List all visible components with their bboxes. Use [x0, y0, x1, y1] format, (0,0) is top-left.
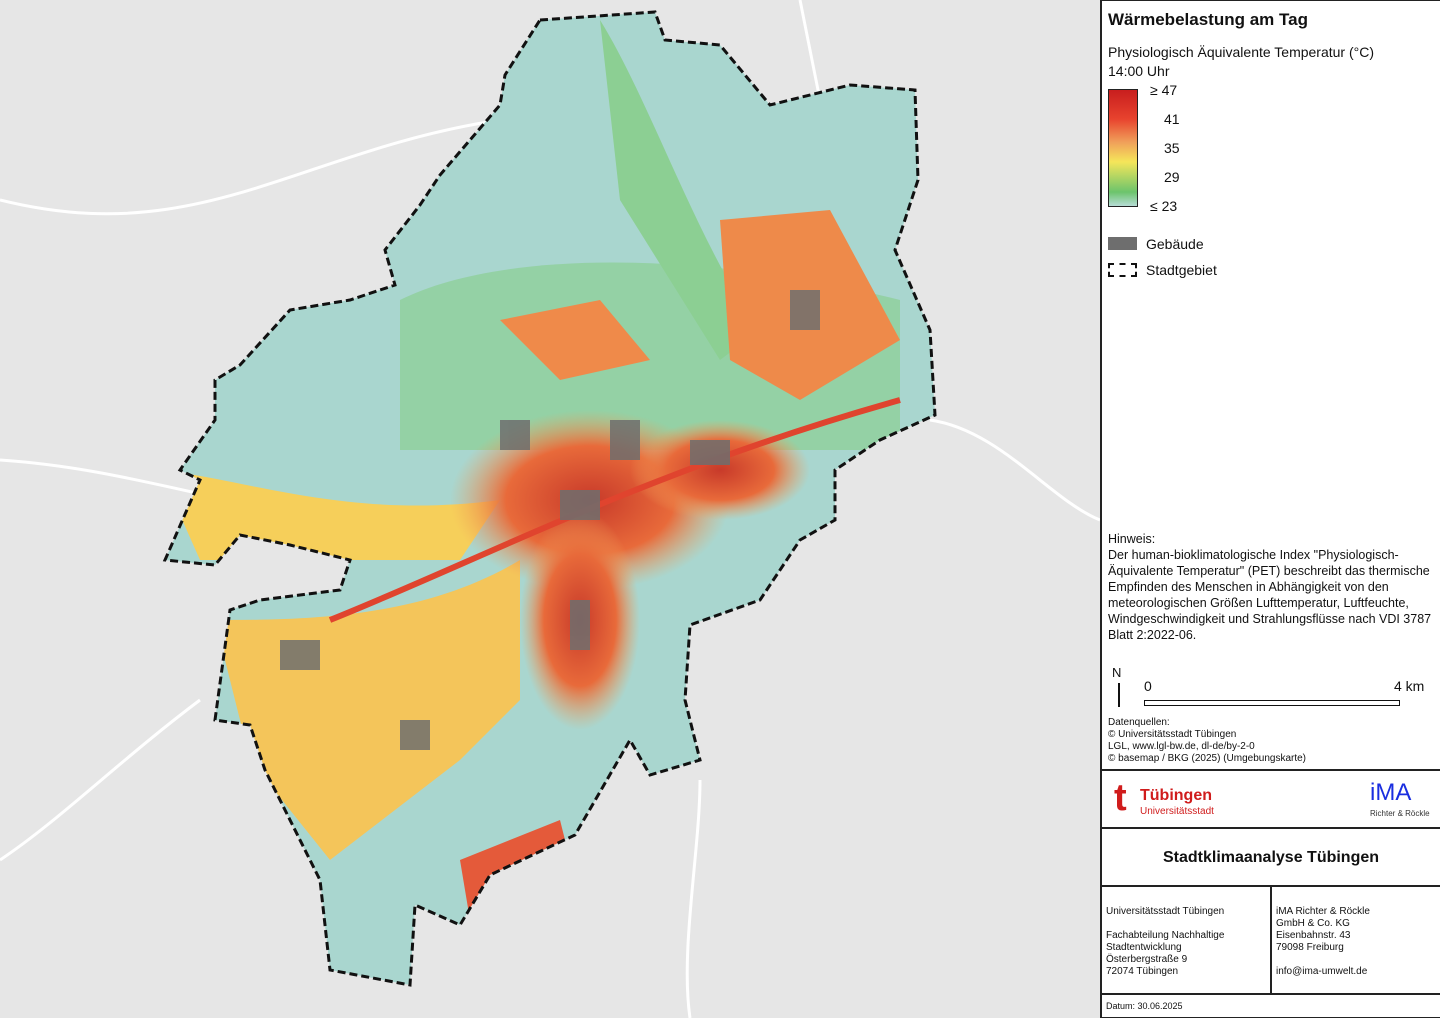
contact-email: info@ima-umwelt.de: [1276, 966, 1368, 977]
tuebingen-logo-sub: Universitätsstadt: [1140, 806, 1214, 817]
contact-section: Universitätsstadt Tübingen Fachabteilung…: [1102, 885, 1440, 995]
ima-logo-name: iMA: [1370, 779, 1412, 806]
map-canvas[interactable]: [0, 0, 1101, 1019]
legend-time: 14:00 Uhr: [1108, 63, 1170, 79]
tuebingen-logo-name: Tübingen: [1140, 787, 1212, 804]
boundary-swatch: [1108, 263, 1137, 277]
buildings-label: Gebäude: [1146, 236, 1204, 252]
hint: Hinweis: Der human-bioklimatologische Ind…: [1108, 531, 1438, 643]
contact-line: Fachabteilung Nachhaltige: [1106, 930, 1225, 941]
boundary-label: Stadtgebiet: [1146, 262, 1217, 278]
basemap-roads: [0, 0, 822, 1019]
tick: 35: [1164, 140, 1180, 156]
contact-line: Universitätsstadt Tübingen: [1106, 906, 1225, 917]
legend-unit: Physiologisch Äquivalente Temperatur (°C…: [1108, 44, 1375, 60]
legend-panel: Wärmebelastung am Tag Physiologisch Äqui…: [1100, 0, 1440, 1018]
scale-end: 4 km: [1394, 678, 1425, 694]
date-section: Datum: 30.06.2025: [1102, 993, 1440, 1019]
scale-start: 0: [1144, 678, 1152, 694]
ima-logo-sub: Richter & Röckle: [1370, 809, 1430, 818]
logo-section: t Tübingen Universitätsstadt iMA Richter…: [1102, 769, 1440, 827]
contact-line: Stadtentwicklung: [1106, 942, 1182, 953]
contact-left: Universitätsstadt Tübingen Fachabteilung…: [1106, 906, 1224, 978]
hint-heading: Hinweis:: [1108, 532, 1156, 546]
tuebingen-logo-icon: t: [1114, 777, 1127, 819]
contact-line: GmbH & Co. KG: [1276, 918, 1350, 929]
scale-bar: [1144, 700, 1400, 706]
legend-title: Wärmebelastung am Tag: [1108, 10, 1308, 29]
hint-text: Der human-bioklimatologische Index "Phys…: [1108, 548, 1432, 642]
tick: ≤ 23: [1150, 198, 1178, 214]
source-line: Datenquellen:: [1108, 717, 1170, 728]
sources: Datenquellen: © Universitätsstadt Tübinge…: [1108, 717, 1306, 765]
source-line: LGL, www.lgl-bw.de, dl-de/by-2-0: [1108, 741, 1255, 752]
source-line: © basemap / BKG (2025) (Umgebungskarte): [1108, 753, 1307, 764]
color-ramp: [1108, 89, 1138, 207]
contact-line: 72074 Tübingen: [1106, 966, 1179, 977]
title-section: Stadtklimaanalyse Tübingen: [1102, 827, 1440, 887]
tick: 41: [1164, 111, 1180, 127]
tick: ≥ 47: [1150, 82, 1178, 98]
legend-subtitle: Physiologisch Äquivalente Temperatur (°C…: [1108, 43, 1374, 81]
heat-map: [0, 0, 937, 1019]
buildings: [280, 290, 820, 750]
north-arrow-icon: [1118, 683, 1120, 707]
contact-right: iMA Richter & Röckle GmbH & Co. KG Eisenba…: [1276, 906, 1370, 978]
pet-raster: [165, 12, 935, 985]
project-title: Stadtklimaanalyse Tübingen: [1162, 849, 1380, 866]
north-label: N: [1112, 665, 1122, 680]
contact-line: Österbergstraße 9: [1106, 954, 1188, 965]
date: Datum: 30.06.2025: [1106, 1001, 1183, 1011]
divider: [1270, 887, 1272, 995]
source-line: © Universitätsstadt Tübingen: [1108, 729, 1237, 740]
contact-line: 79098 Freiburg: [1276, 942, 1344, 953]
building-swatch: [1108, 237, 1137, 250]
tick: 29: [1164, 169, 1180, 185]
contact-line: Eisenbahnstr. 43: [1276, 930, 1351, 941]
contact-line: iMA Richter & Röckle: [1276, 906, 1370, 917]
